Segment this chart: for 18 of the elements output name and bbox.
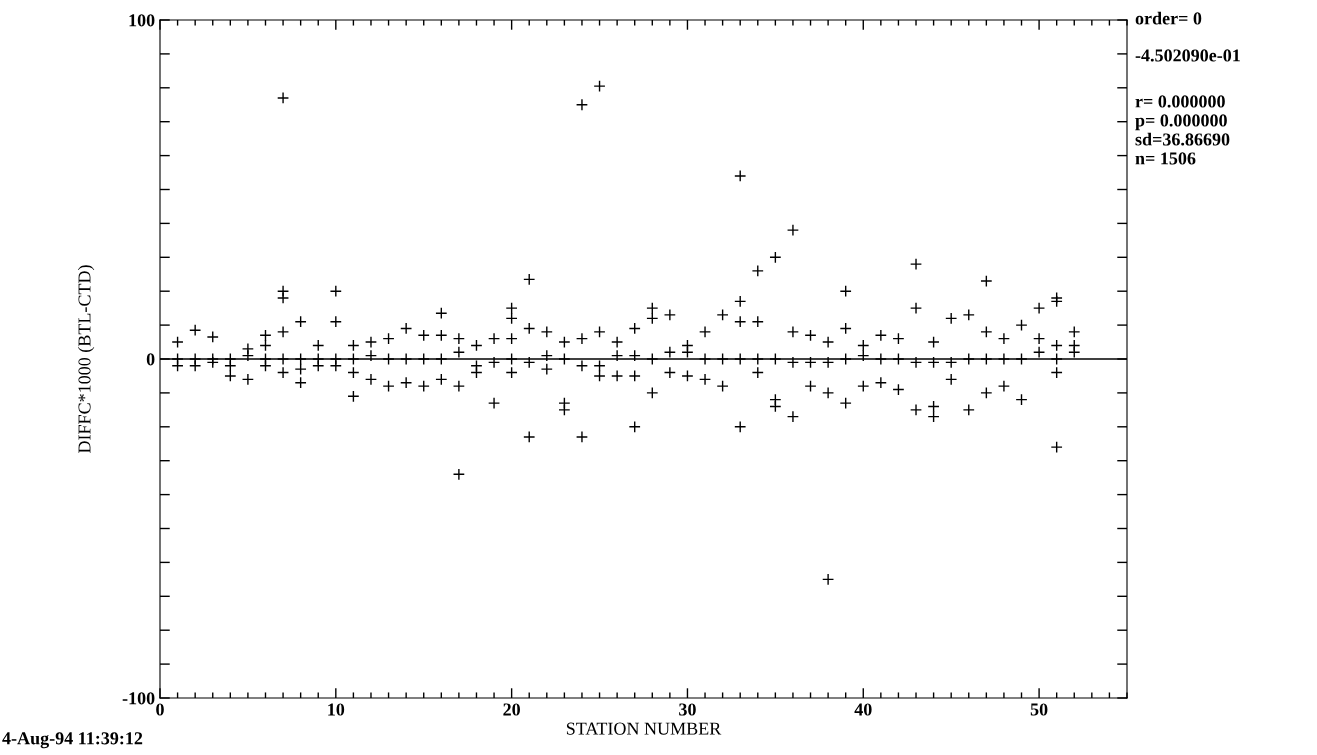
text: 4-Aug-94 11:39:12 — [2, 732, 143, 749]
y-tick-label: 100 — [129, 14, 155, 27]
x-tick-label: 50 — [1030, 703, 1048, 716]
x-tick-label: 40 — [854, 703, 872, 716]
text: order= 0 — [1135, 11, 1202, 25]
y-axis-title: DIFFC*1000 (BTL-CTD) — [77, 265, 95, 454]
x-tick-label: 20 — [503, 703, 520, 716]
x-tick-label: 10 — [328, 703, 345, 716]
text: n= 1506 — [1135, 152, 1196, 165]
x-tick-label: 30 — [679, 703, 696, 716]
y-tick-label: 0 — [146, 353, 155, 366]
text: p= 0.000000 — [1135, 114, 1227, 131]
y-tick-label: -100 — [122, 692, 155, 705]
x-tick-label: 0 — [156, 703, 164, 716]
text: -4.502090e-01 — [1135, 49, 1240, 62]
text: r= 0.000000 — [1135, 95, 1225, 108]
x-axis-title: STATION NUMBER — [566, 722, 722, 735]
text: sd=36.86690 — [1135, 132, 1230, 146]
